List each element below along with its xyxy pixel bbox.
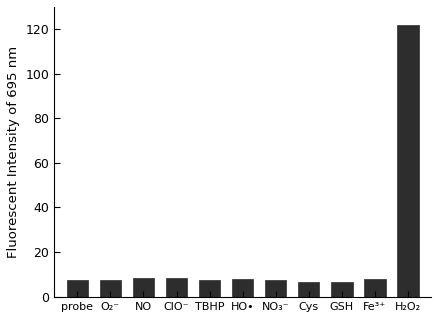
Bar [331, 282, 353, 296]
Bar [364, 279, 385, 296]
Bar [67, 280, 88, 296]
Bar [265, 280, 286, 296]
Bar [166, 278, 187, 296]
Bar [133, 278, 154, 296]
Bar [397, 25, 419, 296]
Bar [199, 280, 220, 296]
Bar [298, 282, 319, 296]
Bar [232, 279, 254, 296]
Y-axis label: Fluorescent Intensity of 695 nm: Fluorescent Intensity of 695 nm [7, 46, 20, 258]
Bar [100, 280, 121, 296]
